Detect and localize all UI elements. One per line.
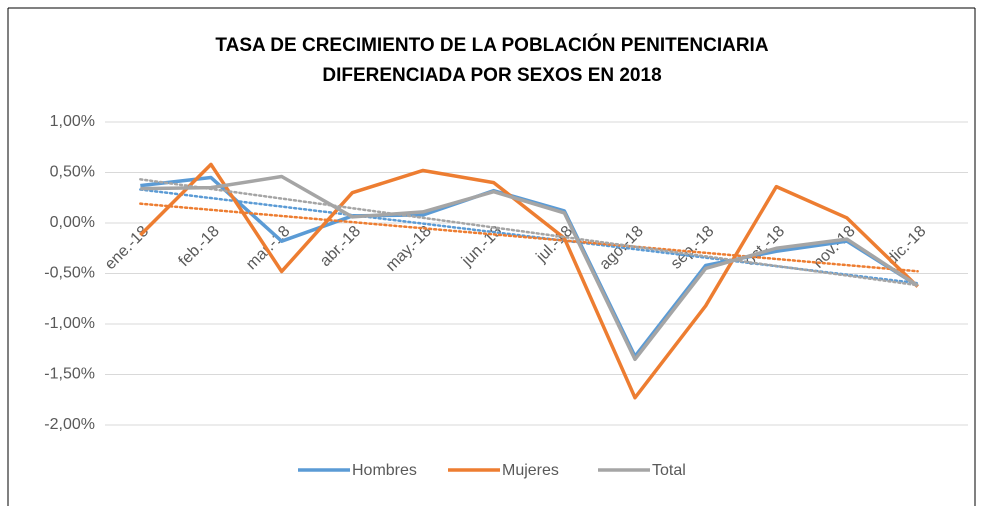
- y-tick-label: -1,50%: [44, 366, 95, 383]
- line-series: [140, 174, 919, 362]
- legend-label: Hombres: [352, 462, 417, 479]
- x-tick-label: abr.-18: [317, 223, 364, 270]
- y-tick-label: 0,00%: [50, 214, 95, 231]
- trend-line: [139, 202, 919, 273]
- line-series: [139, 162, 919, 400]
- x-tick-label: feb.-18: [176, 223, 223, 270]
- legend-label: Total: [652, 462, 686, 479]
- x-tick-label: may.-18: [383, 223, 435, 275]
- y-tick-label: -2,00%: [44, 416, 95, 433]
- y-tick-label: 0,50%: [50, 164, 95, 181]
- chart-title: TASA DE CRECIMIENTO DE LA POBLACIÓN PENI…: [215, 34, 768, 56]
- y-tick-label: 1,00%: [50, 113, 95, 130]
- y-tick-label: -0,50%: [44, 265, 95, 282]
- trend-line: [139, 178, 919, 287]
- y-tick-label: -1,00%: [44, 315, 95, 332]
- legend-label: Mujeres: [502, 462, 559, 479]
- chart-title: DIFERENCIADA POR SEXOS EN 2018: [322, 65, 661, 86]
